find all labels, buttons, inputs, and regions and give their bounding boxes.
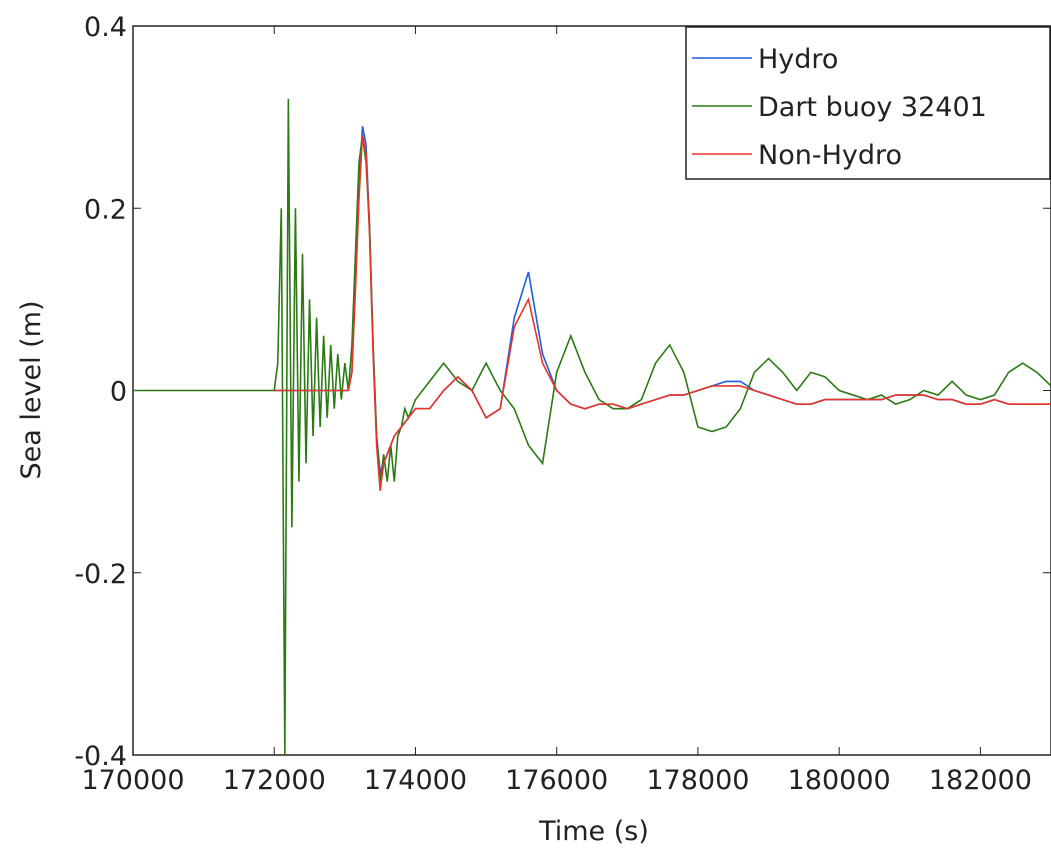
series-line (133, 98, 1051, 756)
y-tick-label: 0.4 (84, 12, 127, 43)
legend-label: Dart buoy 32401 (758, 92, 987, 123)
y-tick-label: -0.2 (74, 559, 127, 590)
y-axis-label: Sea level (m) (16, 300, 47, 479)
x-tick-label: 178000 (646, 765, 749, 796)
y-tick-label: 0 (110, 377, 127, 408)
legend-label: Hydro (758, 44, 838, 75)
y-tick-label: 0.2 (84, 194, 127, 225)
x-tick-label: 176000 (505, 765, 608, 796)
legend: Hydro Dart buoy 32401 Non-Hydro (685, 26, 1051, 180)
series-line (274, 135, 1051, 491)
x-tick-label: 180000 (788, 765, 891, 796)
x-axis-label: Time (s) (538, 816, 649, 847)
x-tick-label: 182000 (929, 765, 1032, 796)
x-tick-label: 174000 (364, 765, 467, 796)
x-tick-label: 172000 (223, 765, 326, 796)
x-tick-label: 170000 (81, 765, 184, 796)
y-tick-label: -0.4 (74, 741, 127, 772)
legend-label: Non-Hydro (758, 140, 902, 171)
